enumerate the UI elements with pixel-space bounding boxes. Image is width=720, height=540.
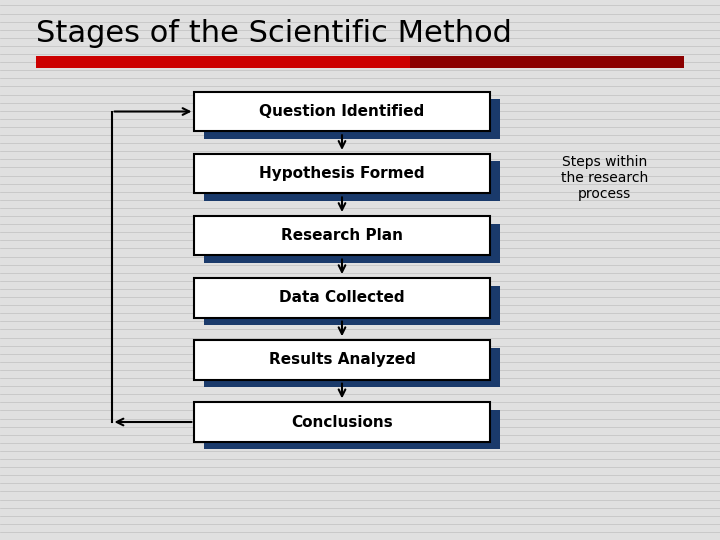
Bar [194, 278, 490, 318]
Text: Hypothesis Formed: Hypothesis Formed [259, 166, 425, 181]
Bar [36, 56, 410, 68]
Text: Conclusions: Conclusions [291, 415, 393, 429]
Bar [204, 99, 500, 139]
Text: Data Collected: Data Collected [279, 291, 405, 305]
Text: Steps within
the research
process: Steps within the research process [561, 155, 649, 201]
Bar [194, 340, 490, 380]
Bar [204, 348, 500, 387]
Bar [204, 224, 500, 263]
Bar [194, 216, 490, 255]
Text: Stages of the Scientific Method: Stages of the Scientific Method [36, 19, 512, 48]
Text: Question Identified: Question Identified [259, 104, 425, 119]
Bar [204, 286, 500, 325]
Bar [204, 410, 500, 449]
Bar [194, 402, 490, 442]
Bar [194, 92, 490, 131]
Text: Research Plan: Research Plan [281, 228, 403, 243]
Bar [194, 154, 490, 193]
Bar [410, 56, 684, 68]
Bar [204, 161, 500, 201]
Text: Results Analyzed: Results Analyzed [269, 353, 415, 367]
